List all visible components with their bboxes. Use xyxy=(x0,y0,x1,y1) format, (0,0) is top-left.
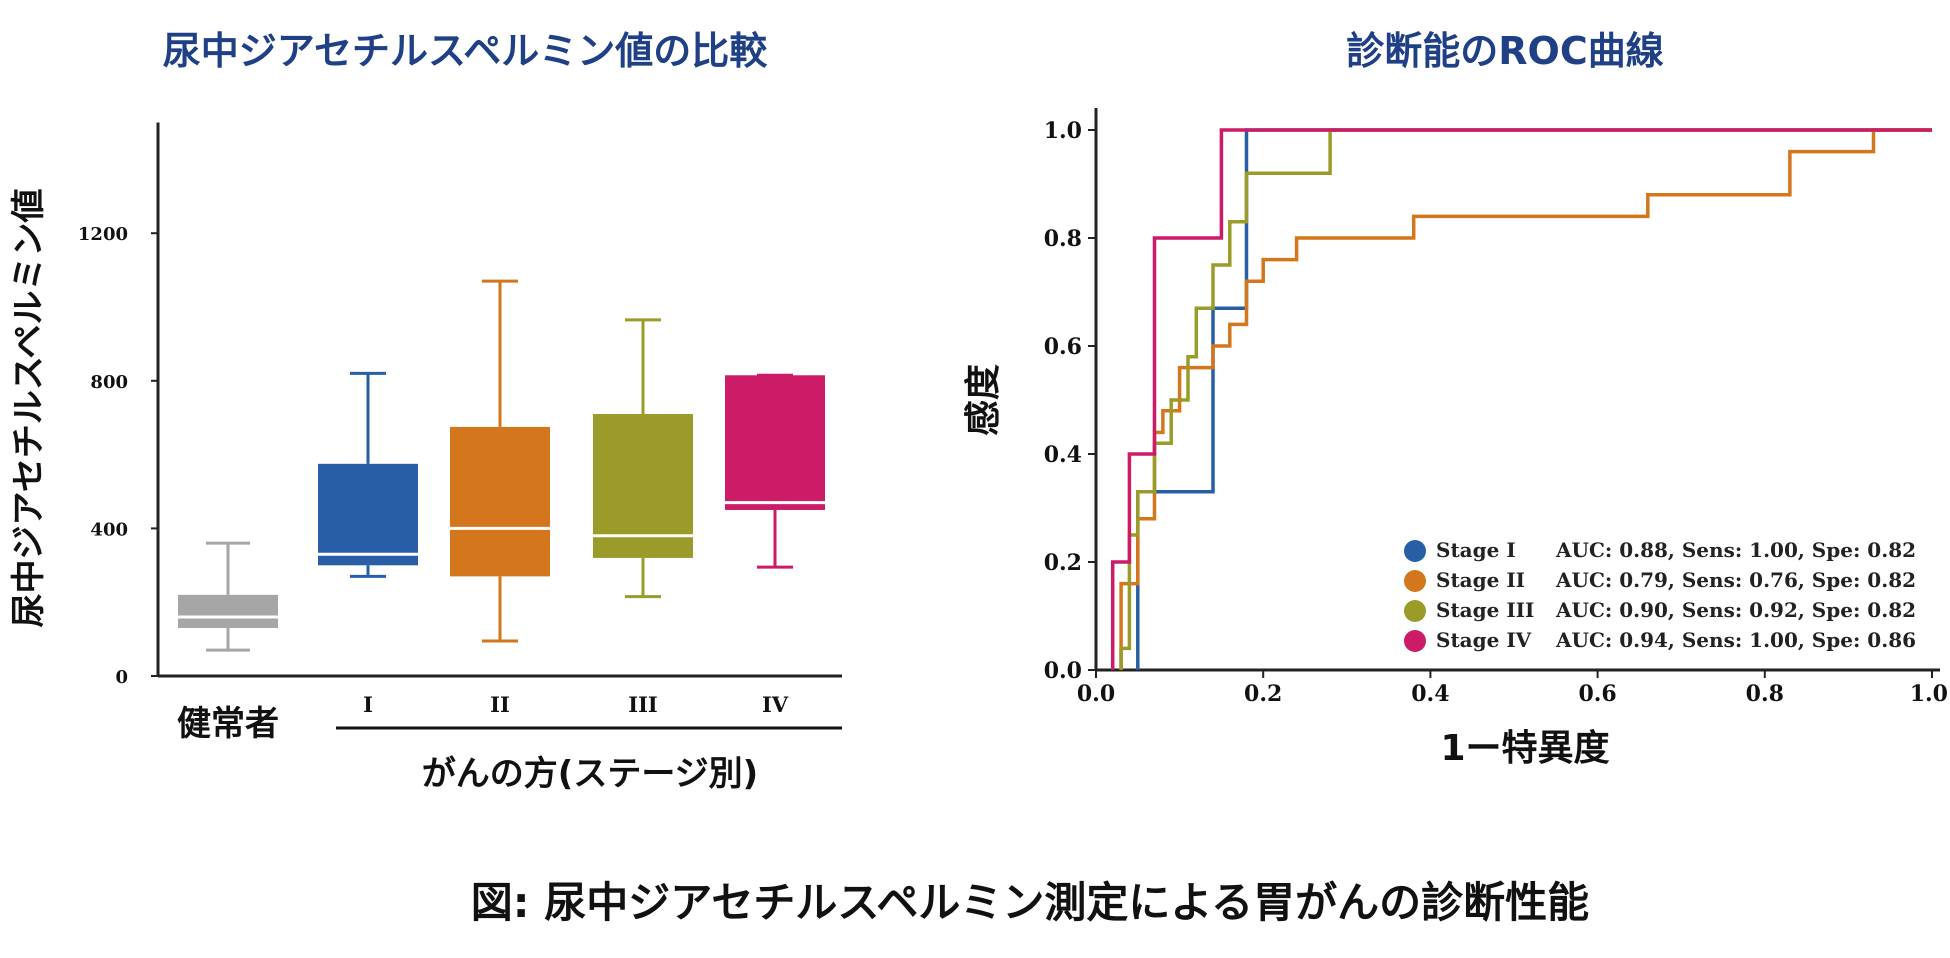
y-tick-label: 1200 xyxy=(78,224,128,245)
y-tick-label: 800 xyxy=(90,372,128,393)
roc-chart: 診断能のROC曲線 0.00.0 0.2 0.2 0.4 0.4 0.6 0.6 0.8 0.8 1… xyxy=(963,29,1948,769)
roc-curve-stage-iv xyxy=(1110,128,1932,670)
legend-marker xyxy=(1404,630,1426,652)
group-label: がんの方(ステージ別) xyxy=(422,754,758,794)
roc-y-tick-label: 0.8 xyxy=(1044,226,1082,252)
box xyxy=(725,375,825,510)
roc-y-tick-label: 0.4 xyxy=(1044,442,1082,468)
category-label: 健常者 xyxy=(177,704,279,744)
roc-y-axis-label: 感度 xyxy=(963,364,1004,436)
box-chart: 尿中ジアセチルスペルミン値の比較 0 400 800 1200 尿中ジアセチルスペルミン値… xyxy=(9,29,842,794)
roc-x-tick-label: 0.6 xyxy=(1578,681,1616,707)
legend-stats: AUC: 0.79, Sens: 0.76, Spe: 0.82 xyxy=(1555,568,1916,592)
box xyxy=(318,463,418,566)
category-label: II xyxy=(490,692,510,717)
legend-stats: AUC: 0.88, Sens: 1.00, Spe: 0.82 xyxy=(1555,538,1916,562)
roc-x-tick-label: 0.2 xyxy=(1244,681,1282,707)
legend-marker xyxy=(1404,570,1426,592)
box xyxy=(450,426,550,577)
figure-caption: 図: 尿中ジアセチルスペルミン測定による胃がんの診断性能 xyxy=(471,878,1589,927)
box xyxy=(593,414,693,558)
legend-stats: AUC: 0.94, Sens: 1.00, Spe: 0.86 xyxy=(1555,628,1916,652)
box-chart-title: 尿中ジアセチルスペルミン値の比較 xyxy=(163,29,769,73)
box xyxy=(178,594,278,629)
y-tick-label: 0 xyxy=(115,667,128,688)
category-label: III xyxy=(628,692,657,717)
legend-name: Stage II xyxy=(1436,568,1525,592)
y-tick-label: 400 xyxy=(90,519,128,540)
y-axis-label: 尿中ジアセチルスペルミン値 xyxy=(9,189,49,628)
roc-x-tick-label: 0.4 xyxy=(1411,681,1449,707)
legend-marker xyxy=(1404,600,1426,622)
roc-x-tick-label: 1.0 xyxy=(1910,681,1948,707)
legend-name: Stage III xyxy=(1436,598,1534,622)
roc-x-tick-label: 0.8 xyxy=(1746,681,1784,707)
roc-chart-title: 診断能のROC曲線 xyxy=(1346,29,1663,73)
roc-y-tick-label: 0.6 xyxy=(1044,334,1082,360)
roc-y-tick-label: 1.0 xyxy=(1044,118,1082,144)
legend-name: Stage I xyxy=(1436,538,1516,562)
roc-y-tick-label: 0.0 xyxy=(1044,658,1082,684)
category-label: I xyxy=(363,692,373,717)
roc-curve-stage-iii xyxy=(1119,128,1932,670)
roc-x-tick-label: 0.0 xyxy=(1077,681,1115,707)
legend-marker xyxy=(1404,540,1426,562)
legend-stats: AUC: 0.90, Sens: 0.92, Spe: 0.82 xyxy=(1555,598,1916,622)
roc-y-tick-label: 0.2 xyxy=(1044,550,1082,576)
legend-name: Stage IV xyxy=(1436,628,1532,652)
roc-x-axis-label: 1ー特異度 xyxy=(1440,728,1609,769)
category-label: IV xyxy=(762,692,789,717)
